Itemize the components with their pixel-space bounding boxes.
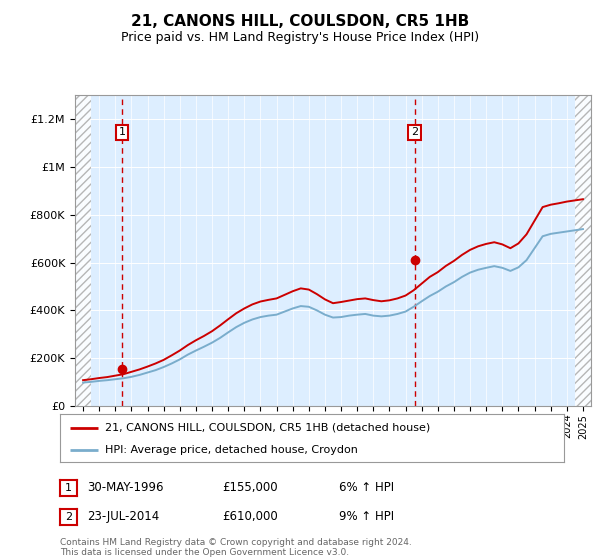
Text: 21, CANONS HILL, COULSDON, CR5 1HB: 21, CANONS HILL, COULSDON, CR5 1HB [131, 14, 469, 29]
Text: 9% ↑ HPI: 9% ↑ HPI [339, 510, 394, 524]
Text: 21, CANONS HILL, COULSDON, CR5 1HB (detached house): 21, CANONS HILL, COULSDON, CR5 1HB (deta… [106, 423, 431, 433]
Text: 6% ↑ HPI: 6% ↑ HPI [339, 481, 394, 494]
Text: HPI: Average price, detached house, Croydon: HPI: Average price, detached house, Croy… [106, 445, 358, 455]
Text: £610,000: £610,000 [222, 510, 278, 524]
Text: 23-JUL-2014: 23-JUL-2014 [87, 510, 159, 524]
Text: £155,000: £155,000 [222, 481, 278, 494]
Text: Contains HM Land Registry data © Crown copyright and database right 2024.
This d: Contains HM Land Registry data © Crown c… [60, 538, 412, 557]
Text: 1: 1 [65, 483, 72, 493]
Text: Price paid vs. HM Land Registry's House Price Index (HPI): Price paid vs. HM Land Registry's House … [121, 31, 479, 44]
Text: 30-MAY-1996: 30-MAY-1996 [87, 481, 163, 494]
Text: 1: 1 [118, 128, 125, 138]
Text: 2: 2 [65, 512, 72, 522]
Text: 2: 2 [411, 128, 418, 138]
